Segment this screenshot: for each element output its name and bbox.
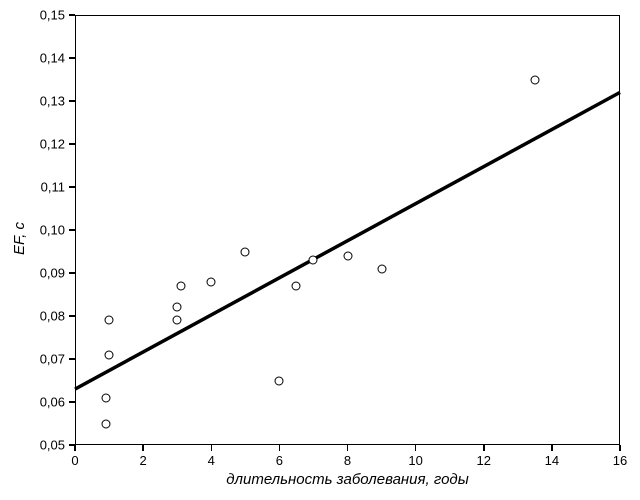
data-point <box>343 251 352 260</box>
y-tick-label: 0,12 <box>0 137 65 152</box>
y-tick-mark <box>69 57 75 59</box>
x-tick-mark <box>415 445 417 451</box>
x-tick-mark <box>347 445 349 451</box>
x-axis-title: длительность заболевания, годы <box>226 471 469 488</box>
data-point <box>176 281 185 290</box>
y-tick-mark <box>69 272 75 274</box>
x-tick-mark <box>483 445 485 451</box>
y-tick-label: 0,09 <box>0 266 65 281</box>
y-tick-label: 0,11 <box>0 180 65 195</box>
data-point <box>105 350 114 359</box>
data-point <box>377 264 386 273</box>
y-tick-mark <box>69 14 75 16</box>
y-tick-mark <box>69 358 75 360</box>
x-tick-label: 8 <box>344 453 351 468</box>
x-tick-label: 12 <box>477 453 491 468</box>
data-point <box>105 316 114 325</box>
y-tick-label: 0,15 <box>0 8 65 23</box>
data-point <box>530 75 539 84</box>
x-tick-label: 2 <box>140 453 147 468</box>
y-tick-label: 0,06 <box>0 395 65 410</box>
y-tick-label: 0,13 <box>0 94 65 109</box>
x-tick-mark <box>619 445 621 451</box>
x-tick-label: 10 <box>408 453 422 468</box>
data-point <box>275 376 284 385</box>
x-tick-label: 6 <box>276 453 283 468</box>
y-tick-mark <box>69 186 75 188</box>
y-tick-label: 0,14 <box>0 51 65 66</box>
x-tick-label: 16 <box>613 453 627 468</box>
y-tick-mark <box>69 100 75 102</box>
data-point <box>207 277 216 286</box>
y-tick-label: 0,05 <box>0 438 65 453</box>
data-point <box>173 303 182 312</box>
scatter-chart: EF, c длительность заболевания, годы 0,0… <box>0 0 640 500</box>
y-tick-label: 0,07 <box>0 352 65 367</box>
x-tick-label: 14 <box>545 453 559 468</box>
x-tick-mark <box>279 445 281 451</box>
x-tick-mark <box>211 445 213 451</box>
y-tick-mark <box>69 401 75 403</box>
x-tick-label: 4 <box>208 453 215 468</box>
data-point <box>101 393 110 402</box>
data-point <box>241 247 250 256</box>
data-point <box>292 281 301 290</box>
y-tick-label: 0,10 <box>0 223 65 238</box>
x-tick-label: 0 <box>71 453 78 468</box>
y-tick-mark <box>69 229 75 231</box>
x-tick-mark <box>142 445 144 451</box>
y-tick-mark <box>69 143 75 145</box>
y-tick-label: 0,08 <box>0 309 65 324</box>
data-point <box>173 316 182 325</box>
y-tick-mark <box>69 315 75 317</box>
data-point <box>309 256 318 265</box>
x-tick-mark <box>551 445 553 451</box>
data-point <box>101 419 110 428</box>
x-tick-mark <box>74 445 76 451</box>
